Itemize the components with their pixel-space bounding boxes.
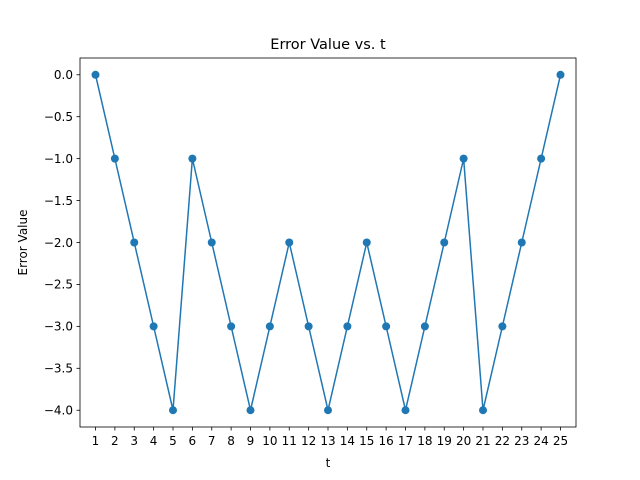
x-axis: 1 2 3 4 5 6 7 8 9 10 11 12 13 14 15 16 17 18 19 20 21 22 23 24 2…	[92, 427, 568, 448]
x-tick-label: 19	[437, 434, 452, 448]
chart-title: Error Value vs. t	[270, 37, 386, 53]
data-point	[169, 406, 177, 415]
x-tick-label: 20	[456, 434, 471, 448]
x-tick-label: 25	[553, 434, 568, 448]
data-point	[324, 406, 332, 415]
x-tick-label: 16	[378, 434, 393, 448]
x-tick-label: 3	[130, 434, 138, 448]
data-point	[227, 322, 236, 331]
x-tick-label: 23	[514, 434, 529, 448]
data-point	[459, 154, 468, 163]
x-tick-label: 1	[92, 434, 100, 448]
data-point	[479, 406, 487, 415]
y-tick-label: −0.5	[44, 110, 73, 124]
data-point	[343, 322, 352, 331]
x-tick-label: 9	[247, 434, 255, 448]
x-tick-label: 12	[301, 434, 316, 448]
data-point	[362, 238, 371, 247]
x-axis-label: t	[326, 456, 331, 470]
y-tick-label: −4.0	[44, 404, 73, 418]
y-axis-label: Error Value	[16, 209, 30, 275]
data-point	[188, 154, 197, 163]
y-tick-label: −1.0	[44, 152, 73, 166]
x-tick-label: 5	[169, 434, 177, 448]
y-tick-label: −3.5	[44, 362, 73, 376]
x-tick-label: 17	[398, 434, 413, 448]
x-tick-label: 11	[282, 434, 297, 448]
x-tick-label: 8	[227, 434, 235, 448]
x-tick-label: 14	[340, 434, 355, 448]
x-tick-label: 21	[475, 434, 490, 448]
x-tick-label: 15	[359, 434, 374, 448]
data-point	[207, 238, 216, 247]
data-point	[537, 154, 546, 163]
x-tick-label: 2	[111, 434, 119, 448]
data-point	[265, 322, 274, 331]
data-point	[304, 322, 313, 331]
y-tick-label: −3.0	[44, 320, 73, 334]
x-tick-label: 18	[417, 434, 432, 448]
data-point	[440, 238, 449, 247]
data-point	[420, 322, 429, 331]
x-tick-label: 24	[533, 434, 548, 448]
x-tick-label: 10	[262, 434, 277, 448]
x-tick-label: 22	[495, 434, 510, 448]
y-tick-label: 0.0	[54, 68, 73, 82]
data-point	[556, 70, 565, 79]
data-point	[91, 70, 100, 79]
data-point	[149, 322, 158, 331]
x-tick-label: 13	[320, 434, 335, 448]
y-axis: 0.0 −0.5 −1.0 −1.5 −2.0 −2.5 −3.0 −3.5 −4.0	[44, 68, 80, 418]
data-point	[401, 406, 410, 415]
data-point	[246, 406, 255, 415]
data-point	[517, 238, 526, 247]
data-point	[110, 154, 119, 163]
x-tick-label: 7	[208, 434, 216, 448]
data-point	[498, 322, 507, 331]
data-point	[130, 238, 139, 247]
plot-area	[91, 70, 565, 415]
y-tick-label: −2.0	[44, 236, 73, 250]
data-point	[382, 322, 391, 331]
y-tick-label: −2.5	[44, 278, 73, 292]
x-tick-label: 4	[150, 434, 158, 448]
x-tick-label: 6	[189, 434, 197, 448]
data-point	[285, 238, 294, 247]
y-tick-label: −1.5	[44, 194, 73, 208]
